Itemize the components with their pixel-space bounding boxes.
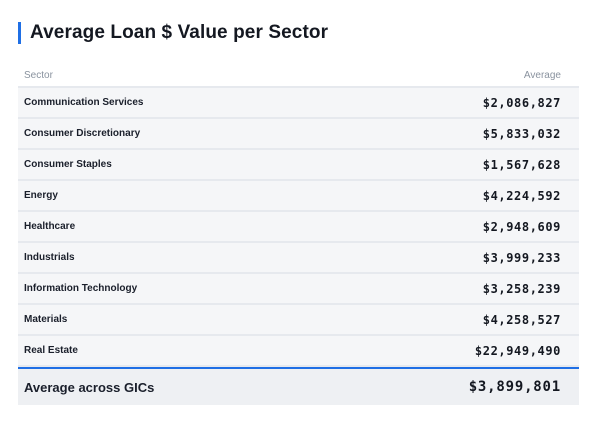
title-accent-bar [18,22,21,44]
average-cell: $4,224,592 [482,188,561,203]
page-title: Average Loan $ Value per Sector [30,22,329,43]
table-row: Healthcare $2,948,609 [18,212,579,243]
table-row: Materials $4,258,527 [18,305,579,336]
average-cell: $4,258,527 [482,312,561,327]
sector-cell: Communication Services [24,97,144,108]
title-block: Average Loan $ Value per Sector [18,22,328,44]
average-cell: $3,999,233 [482,250,561,265]
sector-cell: Real Estate [24,345,78,356]
average-cell: $1,567,628 [482,157,561,172]
sector-cell: Industrials [24,252,75,263]
table-row: Communication Services $2,086,827 [18,88,579,119]
sector-cell: Healthcare [24,221,76,232]
table-row: Real Estate $22,949,490 [18,336,579,367]
table-row: Information Technology $3,258,239 [18,274,579,305]
average-cell: $3,258,239 [482,281,561,296]
average-cell: $2,948,609 [482,219,561,234]
table-footer-summary: Average across GICs $3,899,801 [18,367,579,405]
average-cell: $5,833,032 [482,126,561,141]
summary-value: $3,899,801 [468,379,561,395]
column-header-average: Average [523,69,561,81]
sector-cell: Consumer Discretionary [24,128,141,139]
sector-cell: Energy [24,190,58,201]
table-row: Energy $4,224,592 [18,181,579,212]
table-row: Consumer Discretionary $5,833,032 [18,119,579,150]
sector-average-table: Sector Average Communication Services $2… [18,64,579,405]
table-row: Industrials $3,999,233 [18,243,579,274]
sector-cell: Consumer Staples [24,159,112,170]
average-cell: $22,949,490 [474,343,561,358]
average-cell: $2,086,827 [482,95,561,110]
table-row: Consumer Staples $1,567,628 [18,150,579,181]
summary-label: Average across GICs [24,379,155,395]
table-header: Sector Average [18,64,579,88]
sector-cell: Information Technology [24,283,138,294]
column-header-sector: Sector [24,69,53,81]
sector-cell: Materials [24,314,68,325]
